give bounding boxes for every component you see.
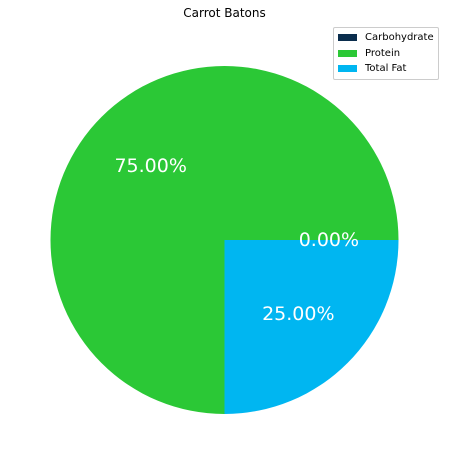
legend-swatch (338, 65, 357, 73)
legend-label: Protein (365, 47, 401, 59)
legend-label: Total Fat (365, 63, 407, 75)
pie-slice-total-fat (224, 240, 399, 414)
legend-item-total-fat: Total Fat (334, 61, 438, 77)
chart-title: Carrot Batons (183, 6, 266, 20)
pie-labels: 0.00% 75.00% 25.00% (114, 155, 359, 325)
legend-swatch (338, 34, 357, 42)
slice-label-carbohydrate: 0.00% (299, 229, 359, 251)
legend-swatch (338, 49, 357, 57)
slice-label-protein: 75.00% (114, 155, 186, 177)
legend-label: Carbohydrate (365, 32, 434, 44)
pie-slices (50, 66, 399, 415)
legend-item-protein: Protein (334, 46, 438, 62)
legend-item-carbohydrate: Carbohydrate (334, 30, 438, 46)
legend: Carbohydrate Protein Total Fat (333, 27, 439, 80)
slice-label-total-fat: 25.00% (262, 303, 334, 325)
pie-slice-protein (50, 66, 399, 415)
